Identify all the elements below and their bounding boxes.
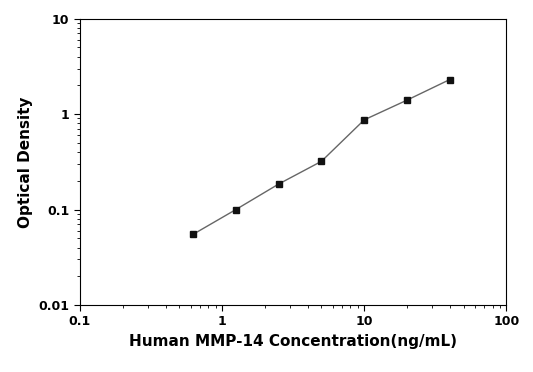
X-axis label: Human MMP-14 Concentration(ng/mL): Human MMP-14 Concentration(ng/mL)	[129, 334, 457, 349]
Y-axis label: Optical Density: Optical Density	[18, 96, 33, 228]
